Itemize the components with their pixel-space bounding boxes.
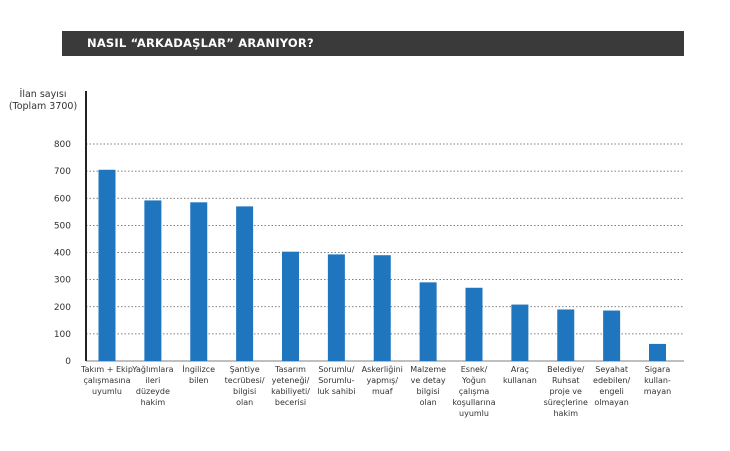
category-label: Yağlımlara [131,365,173,374]
category-label: Esnek/ [461,365,488,374]
category-label: becerisi [275,398,306,407]
category-label: yapmış/ [366,376,398,385]
category-label: Araç [511,365,529,374]
y-tick-labels: 0 100 200 300 400 500 600 700 800 [54,140,71,367]
y-axis-caption-line-1: İlan sayısı [19,89,67,100]
y-axis-caption-line-2: (Toplam 3700) [8,101,78,112]
category-label: Seyahat [595,365,628,374]
bar [98,169,116,361]
bar [190,202,208,361]
category-label: hakim [141,398,166,407]
y-axis-caption: İlan sayısı (Toplam 3700) [8,89,78,113]
category-label: bilgisi [233,387,256,396]
bar [511,304,529,361]
category-label: süreçlerine [544,398,588,407]
category-label: engeli [599,387,623,396]
category-label: koşullarına [452,398,495,407]
y-tick-label: 100 [54,330,71,340]
category-label: Ruhsat [552,376,580,385]
category-label: kullan- [644,376,671,385]
y-tick-label: 700 [54,167,71,177]
category-label: ileri [145,376,160,385]
y-tick-label: 0 [65,357,71,367]
chart-title: NASIL “ARKADAŞLAR” ARANIYOR? [87,36,314,50]
bar [465,287,483,361]
category-label: Belediye/ [547,365,585,374]
chart-title-bar: NASIL “ARKADAŞLAR” ARANIYOR? [62,31,684,56]
bar [649,343,666,361]
category-label: luk sahibi [317,387,355,396]
category-label: çalışmasına [84,376,131,385]
y-tick-label: 600 [54,194,71,204]
y-tick-label: 200 [54,303,71,313]
category-label: Takım + Ekip [80,365,133,374]
category-label: düzeyde [136,387,170,396]
category-label: kabiliyeti/ [271,387,310,396]
category-label: Malzeme [410,365,446,374]
category-labels: Takım + Ekip çalışmasına uyumlu Yağlımlara i… [80,364,671,418]
y-tick-label: 400 [54,249,71,259]
bar [282,251,299,361]
bars [98,169,666,361]
category-label: Sorumlu/ [318,365,354,374]
category-label: Sigara [645,365,671,374]
category-label: bilgisi [417,387,440,396]
y-tick-label: 300 [54,276,71,286]
category-label: çalışma [459,387,490,396]
category-label: mayan [644,387,671,396]
bar [144,200,162,361]
bar [603,310,621,361]
category-label: bilen [189,376,209,385]
category-label: olan [236,398,253,407]
category-label: Sorumlu- [318,376,354,385]
category-label: proje ve [550,387,583,396]
category-label: uyumlu [459,409,489,418]
category-label: İngilizce [182,364,215,374]
category-label: edebilen/ [593,376,630,385]
category-label: uyumlu [92,387,122,396]
category-label: Şantiye [230,365,260,374]
category-label: Yoğun [461,376,486,385]
bar [419,282,437,361]
category-label: hakim [553,409,578,418]
bar [557,309,575,361]
category-label: olmayan [594,398,629,407]
category-label: kullanan [503,376,537,385]
bar [327,254,345,361]
category-label: tecrübesi/ [225,376,265,385]
category-label: Tasarım [274,365,306,374]
category-label: Askerliğini [362,365,403,374]
bar [373,255,391,361]
category-label: muaf [372,387,393,396]
y-tick-label: 500 [54,221,71,231]
category-label: olan [420,398,437,407]
y-tick-label: 800 [54,140,71,150]
bar [236,206,254,361]
category-label: yeteneği/ [272,376,310,385]
category-label: ve detay [411,376,446,385]
